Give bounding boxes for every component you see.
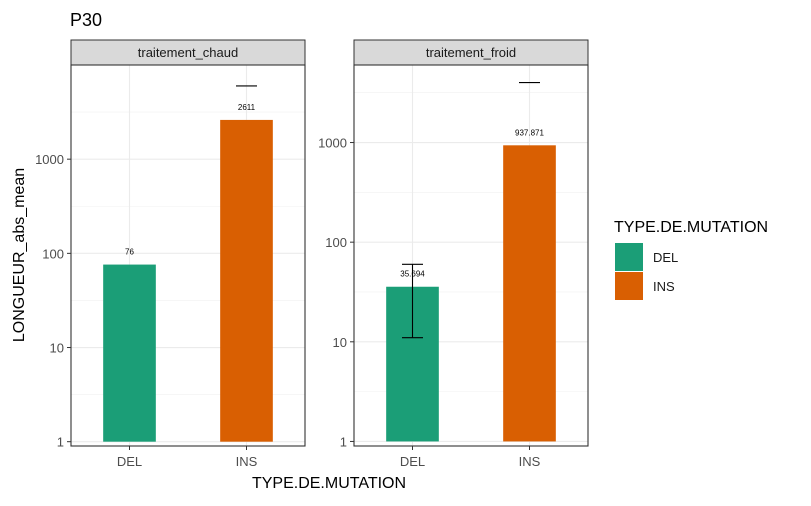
legend-label-ins: INS <box>653 279 675 294</box>
y-tick-label: 1 <box>57 435 64 450</box>
bar-del <box>103 264 156 442</box>
y-tick-label: 100 <box>42 246 64 261</box>
y-tick-label: 1000 <box>35 152 64 167</box>
legend-key-ins <box>615 272 643 300</box>
facet-strip-label: traitement_chaud <box>138 45 238 60</box>
y-tick-label: 100 <box>325 235 347 250</box>
panel-border <box>70 64 306 447</box>
x-tick-label: DEL <box>117 454 142 469</box>
y-tick-label: 10 <box>333 335 347 350</box>
y-tick-label: 1000 <box>318 136 347 151</box>
legend-title: TYPE.DE.MUTATION <box>614 219 768 236</box>
x-tick-label: INS <box>236 454 258 469</box>
y-tick-label: 10 <box>50 341 64 356</box>
y-tick-label: 1 <box>340 434 347 449</box>
panel-traitement-chaud: traitement_chaud 1 10 100 1000 76 2611 DEL INS <box>35 39 306 469</box>
y-axis-label: LONGUEUR_abs_mean <box>11 168 28 342</box>
bar-ins <box>503 145 556 442</box>
panel-border <box>353 64 589 447</box>
data-label: 937.871 <box>515 128 544 137</box>
legend-label-del: DEL <box>653 250 678 265</box>
bar-ins <box>220 119 273 442</box>
x-tick-label: INS <box>519 454 541 469</box>
data-label: 2611 <box>238 103 256 112</box>
data-label: 76 <box>125 248 134 257</box>
facet-strip-label: traitement_froid <box>426 45 516 60</box>
x-axis-label: TYPE.DE.MUTATION <box>252 475 406 492</box>
panel-traitement-froid: traitement_froid110100100035.694937.871D… <box>318 39 589 469</box>
x-tick-label: DEL <box>400 454 425 469</box>
legend-key-del <box>615 243 643 271</box>
facet-strip <box>70 39 306 66</box>
chart-title: P30 <box>70 10 102 30</box>
facet-strip <box>353 39 589 66</box>
legend: TYPE.DE.MUTATION DEL INS <box>614 219 768 300</box>
